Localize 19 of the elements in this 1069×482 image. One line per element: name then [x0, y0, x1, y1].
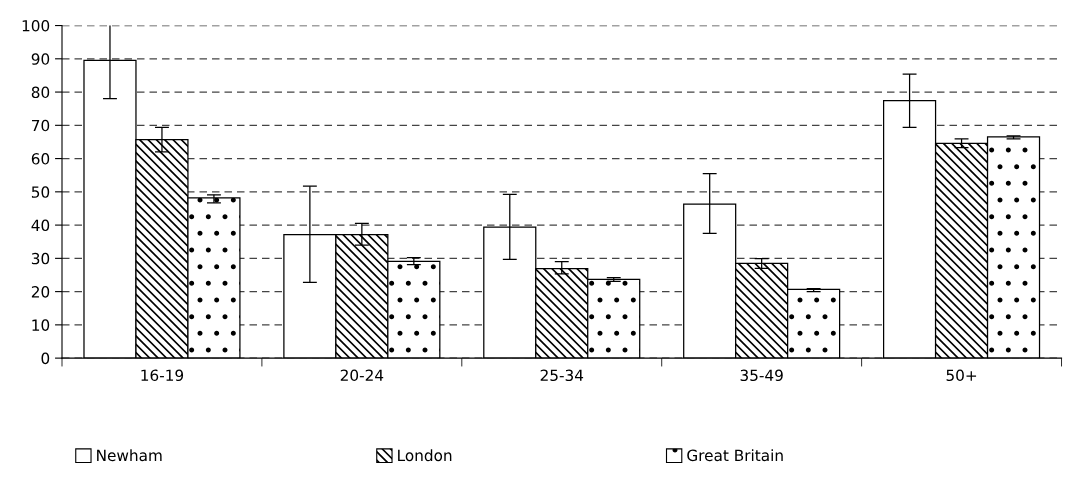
- y-tick-label: 10: [32, 319, 50, 331]
- y-tick-label: 60: [31, 153, 50, 165]
- x-tick-label: 35-49: [740, 369, 783, 382]
- legend-label: London: [398, 449, 452, 462]
- y-tick-label: 20: [31, 286, 50, 298]
- y-tick-label: 0: [41, 352, 50, 365]
- x-tick-label: 50+: [946, 369, 977, 382]
- x-tick-label: 16-19: [141, 369, 184, 382]
- x-tick-label: 25-34: [540, 369, 584, 382]
- y-tick-label: 70: [32, 119, 50, 132]
- legend-label: Newham: [97, 449, 162, 462]
- y-tick-label: 40: [31, 219, 50, 232]
- x-tick-label: 20-24: [340, 369, 384, 382]
- y-tick-label: 90: [31, 53, 50, 65]
- legend-label: Great Britain: [687, 449, 783, 462]
- y-tick-label: 50: [31, 186, 50, 198]
- y-tick-label: 100: [22, 20, 50, 32]
- y-tick-label: 30: [31, 252, 50, 265]
- y-tick-label: 80: [31, 86, 50, 99]
